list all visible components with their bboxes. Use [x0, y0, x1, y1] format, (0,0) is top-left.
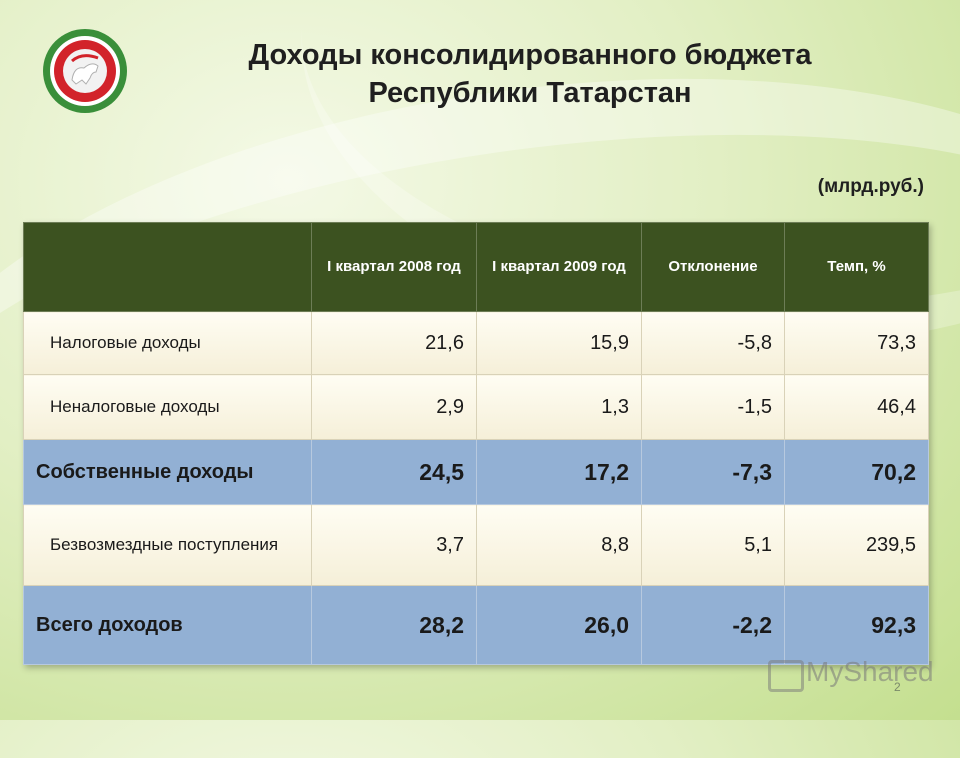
cell-value: 70,2: [784, 439, 929, 505]
header-rate: Темп, %: [784, 222, 929, 312]
header-q1-2009: I квартал 2009 год: [476, 222, 642, 312]
cell-value: 15,9: [476, 311, 642, 375]
cell-value: 24,5: [311, 439, 477, 505]
header-q1-2008: I квартал 2008 год: [311, 222, 477, 312]
cell-value: 46,4: [784, 374, 929, 440]
cell-value: 5,1: [641, 504, 785, 586]
row-label: Безвозмездные поступления: [23, 504, 312, 586]
row-label: Неналоговые доходы: [23, 374, 312, 440]
cell-value: 28,2: [311, 585, 477, 665]
table-header-row: I квартал 2008 год I квартал 2009 год От…: [23, 222, 929, 312]
cell-value: 8,8: [476, 504, 642, 586]
cell-value: 2,9: [311, 374, 477, 440]
cell-value: -5,8: [641, 311, 785, 375]
title-line-1: Доходы консолидированного бюджета: [248, 39, 812, 71]
row-label: Налоговые доходы: [23, 311, 312, 375]
cell-value: 3,7: [311, 504, 477, 586]
cell-value: 1,3: [476, 374, 642, 440]
watermark-text: MyShared: [806, 656, 934, 687]
header-deviation: Отклонение: [641, 222, 785, 312]
table-row-summary: Собственные доходы 24,5 17,2 -7,3 70,2: [23, 439, 929, 505]
page-number: 2: [894, 680, 901, 694]
cell-value: -7,3: [641, 439, 785, 505]
table-row: Налоговые доходы 21,6 15,9 -5,8 73,3: [23, 311, 929, 375]
cell-value: 73,3: [784, 311, 929, 375]
cell-value: -1,5: [641, 374, 785, 440]
table-row: Неналоговые доходы 2,9 1,3 -1,5 46,4: [23, 374, 929, 440]
budget-table: I квартал 2008 год I квартал 2009 год От…: [23, 222, 929, 665]
row-label: Собственные доходы: [23, 439, 312, 505]
page-title: Доходы консолидированного бюджета Респуб…: [180, 36, 880, 112]
tatarstan-emblem-icon: [43, 29, 127, 113]
cell-value: 26,0: [476, 585, 642, 665]
header-cell-blank: [23, 222, 312, 312]
cell-value: 21,6: [311, 311, 477, 375]
table-row-total: Всего доходов 28,2 26,0 -2,2 92,3: [23, 585, 929, 665]
units-label: (млрд.руб.): [817, 176, 924, 197]
table-row: Безвозмездные поступления 3,7 8,8 5,1 23…: [23, 504, 929, 586]
cell-value: -2,2: [641, 585, 785, 665]
cell-value: 92,3: [784, 585, 929, 665]
watermark-icon: [768, 660, 804, 692]
cell-value: 239,5: [784, 504, 929, 586]
title-line-2: Республики Татарстан: [368, 77, 692, 109]
cell-value: 17,2: [476, 439, 642, 505]
row-label: Всего доходов: [23, 585, 312, 665]
